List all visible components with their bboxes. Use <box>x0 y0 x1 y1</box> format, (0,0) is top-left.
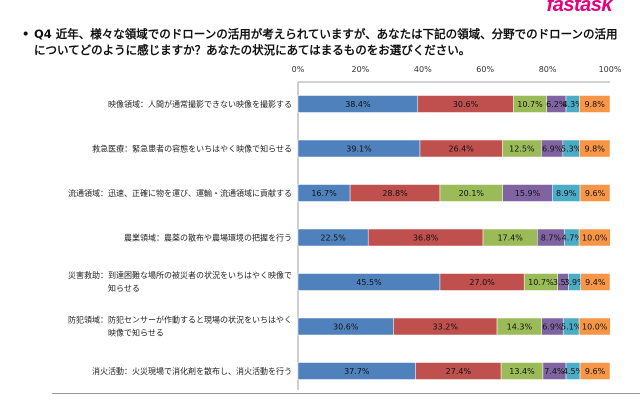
data-label: 7.4% <box>544 367 565 376</box>
data-label: 4.7% <box>562 234 583 243</box>
data-label: 14.3% <box>507 323 533 332</box>
brand-logo: fastask <box>546 0 613 16</box>
bar-segment <box>579 139 611 158</box>
category-label: 知らせる <box>108 283 140 293</box>
data-label: 33.2% <box>433 323 459 332</box>
category-label: 映像領域：人間が通常撮影できない映像を撮影する <box>108 99 292 109</box>
question-body: Q4 近年、様々な領域でのドローンの活用が考えられていますが、あなたは下記の領域… <box>34 27 618 57</box>
data-label: 15.9% <box>515 189 541 198</box>
x-tick-label: 100% <box>599 65 622 74</box>
data-label: 10.0% <box>582 234 608 243</box>
data-label: 10.7% <box>528 278 554 287</box>
data-label: 9.8% <box>585 100 606 109</box>
category-label: 消火活動：火災現場で消化剤を散布し、消火活動を行う <box>92 366 292 376</box>
stacked-bar-chart: 0% 20% 40% 60% 80% 100% 映像領域：人間が通常撮影できない映像を撮影す… <box>0 62 640 400</box>
data-label: 3.9% <box>564 278 585 287</box>
data-label: 28.8% <box>382 189 408 198</box>
category-label: 農業領域：農薬の散布や農場環境の把握を行う <box>124 233 292 243</box>
data-label: 4.3% <box>563 100 584 109</box>
bar-segment <box>579 362 611 380</box>
data-label: 10.7% <box>517 100 543 109</box>
data-label: 30.6% <box>333 323 359 332</box>
data-label: 27.4% <box>446 367 472 376</box>
x-tick-label: 60% <box>476 65 494 74</box>
bottom-divider <box>52 393 640 394</box>
data-label: 22.5% <box>320 234 346 243</box>
data-label: 36.8% <box>413 234 439 243</box>
data-label: 5.1% <box>561 323 582 332</box>
bar-segment <box>579 95 611 113</box>
x-tick-label: 80% <box>539 65 557 74</box>
data-label: 38.4% <box>345 100 371 109</box>
data-label: 6.9% <box>542 323 563 332</box>
bar-segment <box>578 317 611 336</box>
data-label: 6.2% <box>546 100 567 109</box>
category-label: 流通領域：迅速、正確に物を運び、運輸・流通領域に貢献する <box>68 188 292 198</box>
data-label: 3.5% <box>553 278 574 287</box>
data-label: 8.9% <box>556 189 577 198</box>
data-label: 37.7% <box>344 367 370 376</box>
category-label: 防犯領域：防犯センサーが作動すると現場の状況をいちはやく <box>68 315 292 325</box>
x-tick-label: 40% <box>414 65 432 74</box>
data-label: 27.0% <box>469 278 495 287</box>
data-label: 17.4% <box>497 234 523 243</box>
data-label: 13.4% <box>509 367 535 376</box>
chart-svg: 0% 20% 40% 60% 80% 100% 映像領域：人間が通常撮影できない映像を撮影す… <box>68 65 622 390</box>
bar-segment <box>579 184 611 202</box>
bar-segment <box>580 273 611 291</box>
question-text: • Q4 近年、様々な領域でのドローンの活用が考えられていますが、あなたは下記の… <box>22 26 624 58</box>
data-label: 12.5% <box>509 145 535 154</box>
data-label: 16.7% <box>311 189 337 198</box>
data-label: 6.9% <box>542 145 563 154</box>
data-label: 30.6% <box>453 100 479 109</box>
data-label: 26.4% <box>448 145 474 154</box>
data-label: 39.1% <box>346 145 372 154</box>
header-band <box>0 0 640 10</box>
category-label: 災害救助：到達困難な場所の被災者の状況をいちはやく映像で <box>68 270 292 280</box>
data-label: 45.5% <box>356 278 382 287</box>
x-tick-label: 20% <box>352 65 370 74</box>
data-label: 9.6% <box>585 367 606 376</box>
data-label: 10.0% <box>582 323 608 332</box>
data-label: 8.7% <box>541 234 562 243</box>
category-label: 映像で知らせる <box>108 328 164 338</box>
bullet-icon: • <box>22 27 30 41</box>
data-label: 9.6% <box>585 189 606 198</box>
data-label: 9.8% <box>585 145 606 154</box>
data-label: 9.4% <box>585 278 606 287</box>
category-label: 救急医療：緊急患者の容態をいちはやく映像で知らせる <box>92 144 292 154</box>
bar-segment <box>578 228 611 247</box>
data-label: 4.5% <box>563 367 584 376</box>
data-label: 20.1% <box>459 189 485 198</box>
data-label: 5.3% <box>561 145 582 154</box>
x-tick-label: 0% <box>292 65 305 74</box>
